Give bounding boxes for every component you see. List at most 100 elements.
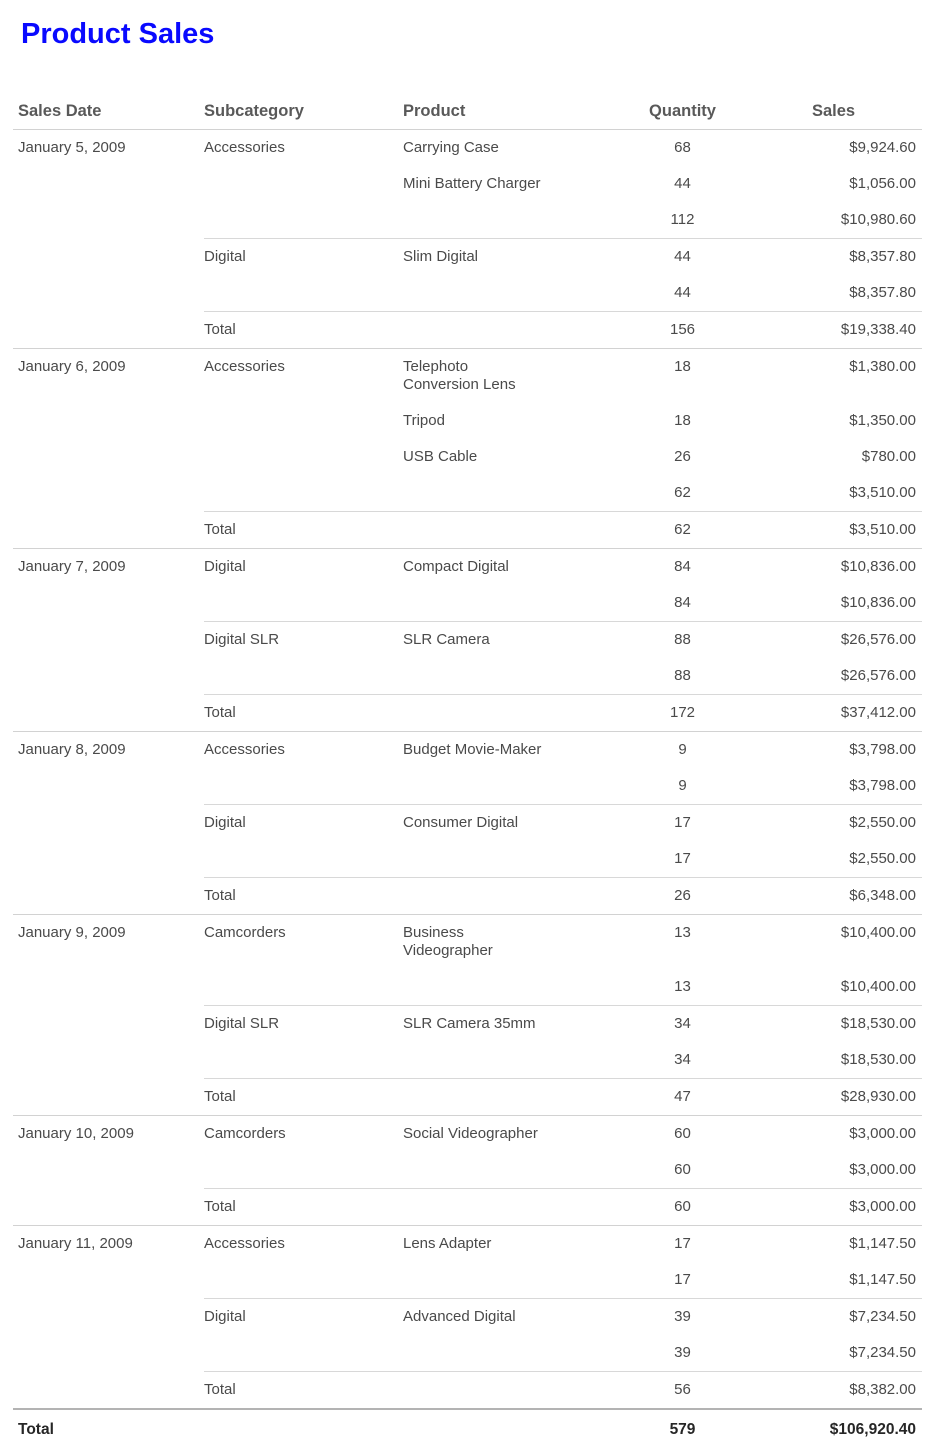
sales-subtotal-cell: $2,550.00: [849, 850, 916, 867]
column-header-product: Product: [403, 96, 620, 130]
product-cell: Mini Battery Charger: [403, 175, 541, 192]
quantity-cell: 68: [620, 129, 745, 166]
sales-total-cell: $6,348.00: [745, 877, 922, 915]
product-cell: Consumer Digital: [403, 804, 620, 841]
quantity-total-cell: 172: [620, 694, 745, 732]
sales-cell: $10,400.00: [745, 914, 922, 969]
subcategory-subtotal-row: 62 $3,510.00: [13, 475, 922, 512]
product-cell: [403, 275, 620, 312]
sales-subtotal-cell: $26,576.00: [840, 667, 916, 684]
subcategory-cell: Digital: [204, 1298, 403, 1372]
sales-subtotal-cell: $10,836.00: [840, 594, 916, 611]
product-cell: SLR Camera: [403, 621, 620, 658]
table-row: January 9, 2009 Camcorders Business Vide…: [13, 914, 922, 1116]
sales-subtotal-cell: $18,530.00: [840, 1051, 916, 1068]
product-cell: [403, 1188, 620, 1226]
quantity-cell: 60: [620, 1115, 745, 1152]
grand-total-quantity: 579: [620, 1408, 745, 1438]
sales-cell: $1,380.00: [745, 348, 922, 403]
sales-subtotal-cell: $10,400.00: [840, 978, 916, 995]
group-total-row: Total 26 $6,348.00: [13, 877, 922, 915]
sales-cell: $18,530.00: [745, 1005, 922, 1042]
subcategory-subtotal-row: 112 $10,980.60: [13, 202, 922, 239]
product-cell: [403, 1262, 620, 1299]
subcategory-cell: Accessories: [204, 1225, 403, 1299]
quantity-subtotal-cell: 17: [674, 1271, 691, 1288]
sales-total-cell: $3,000.00: [745, 1188, 922, 1226]
quantity-subtotal-cell: 112: [670, 211, 695, 228]
quantity-subtotal-cell: 44: [674, 284, 691, 301]
quantity-cell: 26: [674, 448, 691, 465]
subcategory-subtotal-row: 84 $10,836.00: [13, 585, 922, 622]
product-cell: [403, 1371, 620, 1409]
subcategory-cell: Camcorders: [204, 914, 403, 1006]
table-row: USB Cable 26 $780.00: [13, 439, 922, 475]
sales-date-cell: January 6, 2009: [13, 348, 204, 549]
quantity-total-cell: 26: [620, 877, 745, 915]
product-cell: [403, 475, 620, 512]
table-row: Digital SLR SLR Camera 35mm 34 $18,530.0…: [13, 1005, 922, 1079]
product-cell: Telephoto Conversion Lens: [403, 348, 620, 403]
product-cell: [403, 694, 620, 732]
table-row: January 7, 2009 Digital Compact Digital …: [13, 548, 922, 732]
product-cell: USB Cable: [403, 448, 478, 465]
column-header-subcategory: Subcategory: [204, 96, 403, 130]
quantity-cell: 88: [620, 621, 745, 658]
sales-cell: $9,924.60: [745, 129, 922, 166]
product-cell: Lens Adapter: [403, 1225, 620, 1262]
table-row: January 5, 2009 Accessories Carrying Cas…: [13, 129, 922, 349]
product-cell: [403, 511, 620, 549]
subcategory-subtotal-row: 9 $3,798.00: [13, 768, 922, 805]
group-total-row: Total 56 $8,382.00: [13, 1371, 922, 1409]
group-total-row: Total 156 $19,338.40: [13, 311, 922, 349]
group-total-row: Total 60 $3,000.00: [13, 1188, 922, 1226]
group-total-label: Total: [204, 1188, 403, 1226]
product-cell: Business Videographer: [403, 914, 620, 969]
product-cell: [403, 658, 620, 695]
table-row: Tripod 18 $1,350.00: [13, 403, 922, 439]
sales-cell: $3,798.00: [745, 731, 922, 768]
table-row: January 10, 2009 Camcorders Social Video…: [13, 1115, 922, 1226]
sales-date-cell: January 9, 2009: [13, 914, 204, 1116]
product-cell: [403, 1078, 620, 1116]
group-total-label: Total: [204, 694, 403, 732]
product-cell: Social Videographer: [403, 1115, 620, 1152]
sales-subtotal-cell: $8,357.80: [849, 284, 916, 301]
table-row: January 6, 2009 Accessories Telephoto Co…: [13, 348, 922, 549]
table-row: Digital Advanced Digital 39 $7,234.50: [13, 1298, 922, 1372]
sales-total-cell: $28,930.00: [745, 1078, 922, 1116]
sales-subtotal-cell: $7,234.50: [849, 1344, 916, 1361]
subcategory-cell: Camcorders: [204, 1115, 403, 1189]
quantity-subtotal-cell: 39: [674, 1344, 691, 1361]
product-cell: Tripod: [403, 412, 445, 429]
quantity-cell: 18: [620, 348, 745, 403]
subcategory-cell: Digital: [204, 548, 403, 622]
sales-date-cell: January 8, 2009: [13, 731, 204, 915]
product-cell: [403, 1152, 620, 1189]
sales-cell: $780.00: [861, 448, 916, 465]
sales-subtotal-cell: $1,147.50: [849, 1271, 916, 1288]
subcategory-cell: Accessories: [204, 348, 403, 512]
sales-cell: $1,056.00: [849, 175, 916, 192]
quantity-cell: 44: [674, 175, 691, 192]
sales-date-cell: January 7, 2009: [13, 548, 204, 732]
group-total-label: Total: [204, 511, 403, 549]
sales-cell: $3,000.00: [745, 1115, 922, 1152]
product-cell: [403, 1042, 620, 1079]
subcategory-cell: Digital SLR: [204, 621, 403, 695]
table-row: January 11, 2009 Accessories Lens Adapte…: [13, 1225, 922, 1409]
table-row: Digital SLR SLR Camera 88 $26,576.00: [13, 621, 922, 695]
quantity-subtotal-cell: 13: [674, 978, 691, 995]
sales-cell: $1,147.50: [745, 1225, 922, 1262]
product-cell: [403, 585, 620, 622]
quantity-total-cell: 60: [620, 1188, 745, 1226]
grand-total-sales: $106,920.40: [745, 1408, 922, 1438]
quantity-total-cell: 156: [620, 311, 745, 349]
quantity-cell: 13: [620, 914, 745, 969]
group-total-row: Total 172 $37,412.00: [13, 694, 922, 732]
sales-date-cell: January 5, 2009: [13, 129, 204, 349]
sales-cell: $2,550.00: [745, 804, 922, 841]
group-total-row: Total 62 $3,510.00: [13, 511, 922, 549]
subcategory-cell: Accessories: [204, 731, 403, 805]
subcategory-subtotal-row: 60 $3,000.00: [13, 1152, 922, 1189]
